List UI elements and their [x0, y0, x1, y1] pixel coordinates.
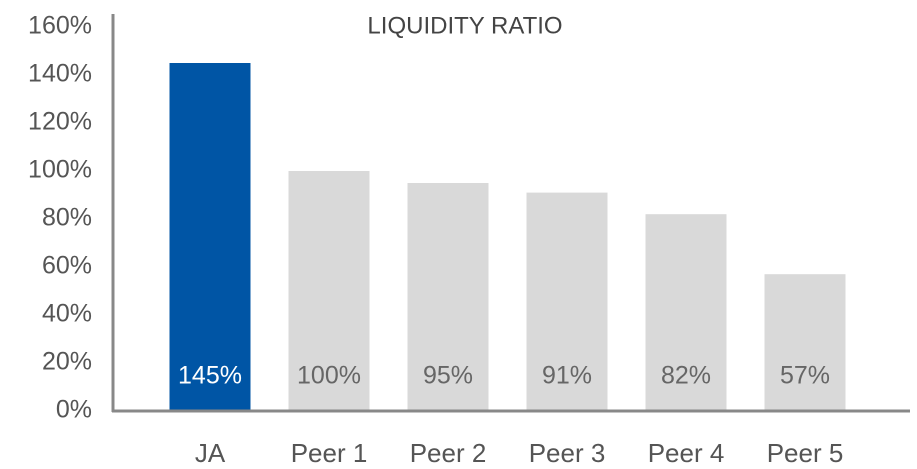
- bar: [169, 63, 251, 411]
- x-tick-label: Peer 5: [767, 438, 844, 468]
- x-tick-label: Peer 4: [648, 438, 725, 468]
- y-tick-label: 140%: [28, 60, 92, 88]
- y-tick-label: 120%: [28, 108, 92, 136]
- x-tick-label: Peer 1: [291, 438, 368, 468]
- bar: [288, 171, 370, 411]
- chart-title: LIQUIDITY RATIO: [367, 12, 562, 39]
- y-tick-label: 100%: [28, 156, 92, 184]
- y-tick-label: 80%: [42, 204, 92, 232]
- value-label: 95%: [423, 362, 473, 390]
- bar: [764, 274, 846, 411]
- value-label: 82%: [661, 362, 711, 390]
- x-tick-label: Peer 3: [529, 438, 606, 468]
- x-tick-label: Peer 2: [410, 438, 487, 468]
- y-tick-label: 20%: [42, 348, 92, 376]
- bar: [526, 192, 608, 411]
- y-tick-label: 60%: [42, 252, 92, 280]
- value-label: 100%: [297, 362, 361, 390]
- y-tick-label: 40%: [42, 300, 92, 328]
- bar: [407, 183, 489, 411]
- value-label: 57%: [780, 362, 830, 390]
- bar: [645, 214, 727, 411]
- x-tick-label: JA: [195, 438, 226, 468]
- value-label: 145%: [178, 362, 242, 390]
- y-tick-label: 160%: [28, 12, 92, 40]
- y-tick-label: 0%: [56, 396, 92, 424]
- value-label: 91%: [542, 362, 592, 390]
